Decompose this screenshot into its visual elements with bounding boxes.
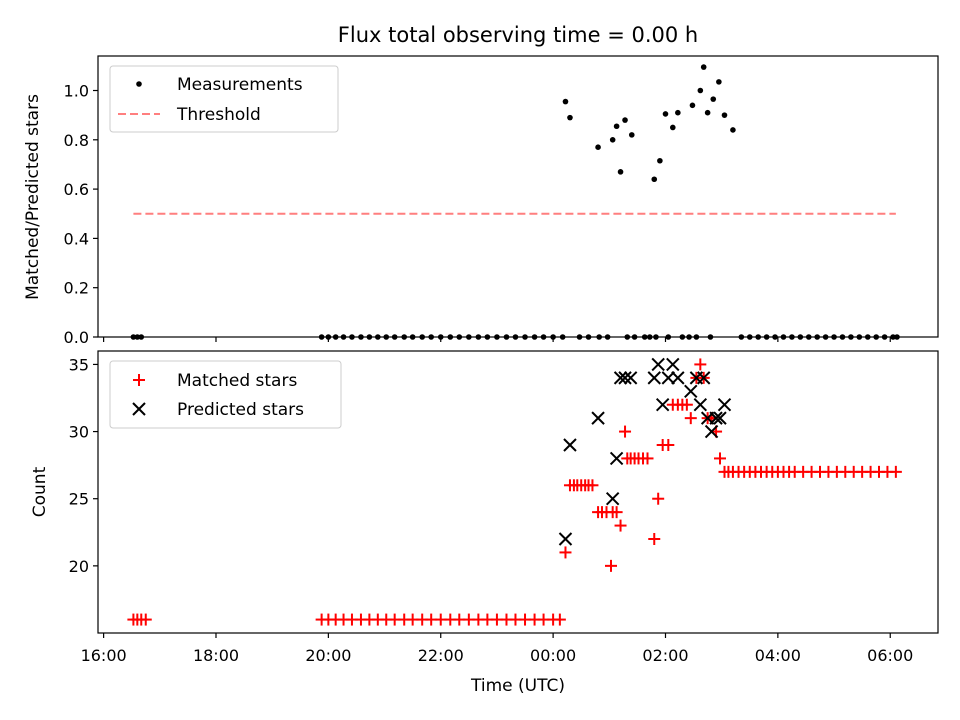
measurements-point	[710, 96, 717, 102]
measurements-point	[622, 117, 628, 123]
bottom-x-tick-label: 04:00	[755, 646, 801, 665]
predicted-stars-point	[693, 398, 708, 412]
predicted-stars-point	[709, 411, 723, 425]
predicted-stars-point	[704, 424, 719, 439]
measurements-point	[617, 169, 624, 175]
matched-stars-point	[586, 479, 599, 492]
matched-stars-point	[641, 452, 654, 465]
top-axes-frame	[97, 55, 939, 338]
threshold-legend-label: Threshold	[176, 105, 261, 125]
measurements-point	[595, 144, 601, 151]
matched-stars-point	[553, 613, 566, 626]
top-title: Flux total observing time = 0.00 h	[338, 23, 698, 47]
bottom-x-tick-label: 06:00	[867, 646, 913, 665]
matched-stars-point	[889, 465, 902, 478]
predicted-stars-point	[613, 371, 628, 385]
top-y-axis-label: Matched/Predicted stars	[23, 94, 43, 300]
top-plot-area: 0.0 0.2 0.4 0.6 0.8 1.0	[64, 64, 900, 347]
bottom-y-tick-label: 20	[69, 557, 89, 576]
measurements-point	[730, 127, 736, 133]
measurements-point	[669, 124, 676, 131]
bottom-y-axis-label: Count	[30, 466, 50, 517]
bottom-legend-frame	[109, 360, 342, 429]
measurements-point	[704, 109, 711, 116]
predicted-stars-point	[647, 371, 661, 385]
predicted-stars-point	[717, 398, 732, 412]
bottom-y-tick-label: 30	[69, 423, 89, 442]
measurements-point	[689, 102, 696, 109]
bottom-x-tick-label: 02:00	[642, 646, 688, 665]
bottom-plot-area: 16:00 18:00 20:00 22:00 00:00 02:00 04:00 06:00…	[69, 355, 914, 665]
bottom-legend: Matched stars Predicted stars	[109, 360, 342, 429]
top-y-tick-label: 0.6	[64, 180, 89, 199]
measurements-point	[662, 111, 669, 117]
predicted-stars-point	[605, 492, 620, 506]
bottom-x-tick-label: 00:00	[530, 646, 576, 665]
matched-stars-point	[652, 492, 665, 505]
bottom-x-tick-label: 22:00	[418, 646, 464, 665]
top-y-tick-label: 0.2	[64, 279, 89, 298]
matched-stars-point	[610, 506, 623, 519]
predicted-stars-legend-label: Predicted stars	[177, 400, 304, 420]
predicted-stars-point	[623, 371, 638, 385]
predicted-stars-point	[563, 438, 577, 452]
predicted-stars-point	[609, 451, 624, 466]
matched-stars-point	[680, 398, 693, 411]
matched-stars-point	[559, 546, 572, 559]
matched-stars-point	[648, 533, 661, 545]
matched-stars-point	[604, 559, 617, 572]
top-y-tick-label: 0.0	[64, 328, 89, 347]
measurements-legend-marker	[136, 81, 142, 87]
matched-stars-point	[619, 425, 632, 438]
top-y-tick-label: 1.0	[64, 82, 89, 101]
measurements-point	[609, 137, 616, 143]
measurements-point	[613, 123, 620, 130]
predicted-stars-point	[661, 371, 676, 385]
top-y-tick-label: 0.8	[64, 131, 89, 150]
matched-stars-point	[694, 358, 707, 371]
measurements-point	[721, 112, 728, 118]
measurements-point	[697, 87, 704, 94]
predicted-stars-point	[713, 411, 727, 425]
predicted-stars-point	[651, 357, 665, 372]
predicted-stars-point	[666, 357, 680, 372]
measurements-point	[700, 64, 707, 70]
predicted-stars-point	[684, 384, 698, 398]
predicted-stars-point	[558, 532, 573, 546]
matched-stars-legend-marker	[133, 374, 145, 386]
bottom-x-axis-label: Time (UTC)	[470, 676, 565, 696]
predicted-stars-point	[696, 371, 711, 385]
measurements-point	[675, 109, 681, 116]
top-y-tick-label: 0.4	[64, 229, 89, 248]
bottom-x-tick-label: 18:00	[193, 646, 239, 665]
bottom-x-tick-label: 20:00	[305, 646, 351, 665]
matched-stars-point	[614, 519, 627, 532]
matched-stars-point	[139, 613, 152, 626]
measurements-point	[716, 79, 722, 85]
measurements-point	[562, 98, 569, 105]
bottom-y-tick-label: 25	[69, 490, 89, 509]
bottom-y-tick-label: 35	[69, 355, 89, 374]
predicted-stars-point	[655, 398, 670, 412]
measurements-point	[651, 176, 658, 183]
matched-stars-legend-label: Matched stars	[177, 371, 297, 391]
predicted-stars-legend-marker	[132, 402, 146, 416]
predicted-stars-point	[591, 411, 605, 425]
measurements-point	[657, 157, 663, 164]
predicted-stars-point	[618, 371, 632, 385]
measurements-legend-label: Measurements	[177, 75, 303, 95]
predicted-stars-point	[671, 371, 685, 385]
matched-stars-point	[662, 439, 675, 451]
top-legend: Measurements Threshold	[109, 65, 339, 133]
measurements-point	[567, 114, 573, 121]
bottom-x-tick-label: 16:00	[81, 646, 127, 665]
measurements-point	[628, 132, 635, 138]
matched-stars-point	[713, 452, 726, 465]
top-legend-frame	[109, 65, 339, 133]
bottom-axes-frame	[97, 350, 939, 634]
matched-stars-point	[684, 412, 697, 425]
